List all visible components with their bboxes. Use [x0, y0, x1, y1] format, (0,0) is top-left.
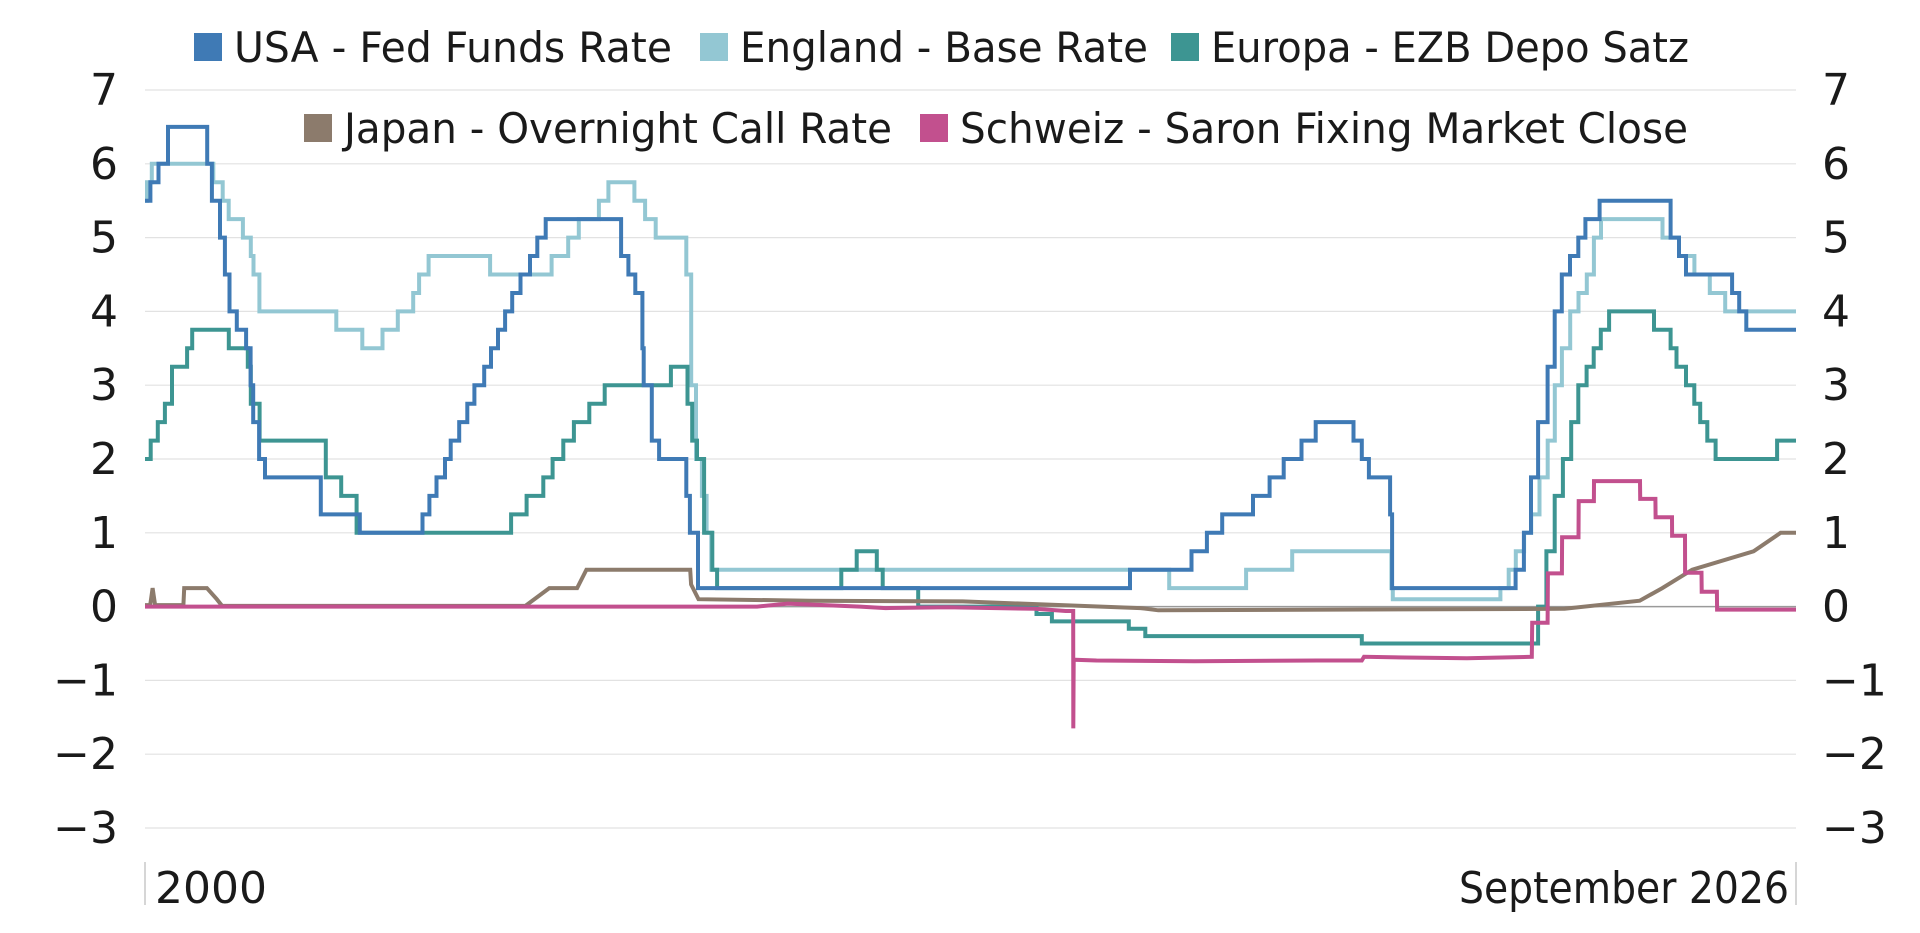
- y-tick-label-right: 0: [1822, 582, 1850, 633]
- x-axis-end-label: September 2026: [1459, 863, 1789, 914]
- y-axis-right: 7 6 5 4 3 2 1 0 −1 −2 −3: [1822, 65, 1887, 854]
- legend-swatch-schweiz: [920, 114, 948, 142]
- y-tick-label-left: −1: [53, 655, 118, 706]
- series-line-england: [145, 161, 1796, 602]
- y-tick-label-right: 2: [1822, 434, 1850, 485]
- legend-item-england[interactable]: England - Base Rate: [700, 23, 1148, 72]
- legend-item-japan[interactable]: Japan - Overnight Call Rate: [304, 104, 892, 153]
- legend-swatch-usa: [194, 33, 222, 61]
- x-axis-start-label: 2000: [155, 863, 267, 914]
- series-line-schweiz: [145, 479, 1796, 729]
- legend: USA - Fed Funds Rate England - Base Rate…: [194, 23, 1689, 153]
- legend-label-europa: Europa - EZB Depo Satz: [1211, 23, 1689, 72]
- y-tick-label-left: 6: [90, 139, 118, 190]
- y-tick-label-left: 7: [90, 65, 118, 116]
- y-tick-label-right: 4: [1822, 286, 1850, 337]
- legend-swatch-europa: [1171, 33, 1199, 61]
- legend-label-japan: Japan - Overnight Call Rate: [341, 104, 892, 153]
- series-line-japan: [145, 530, 1796, 613]
- y-tick-label-left: −2: [53, 729, 118, 780]
- y-tick-label-right: 1: [1822, 508, 1850, 559]
- y-tick-label-left: −3: [53, 803, 118, 854]
- legend-swatch-england: [700, 33, 728, 61]
- y-tick-label-left: 0: [90, 582, 118, 633]
- y-tick-label-right: −2: [1822, 729, 1887, 780]
- legend-label-usa: USA - Fed Funds Rate: [234, 23, 672, 72]
- y-tick-label-left: 5: [90, 213, 118, 264]
- y-tick-label-right: −3: [1822, 803, 1887, 854]
- x-axis: 2000 September 2026: [144, 862, 1797, 914]
- series-lines: [145, 124, 1796, 729]
- y-tick-label-right: 5: [1822, 213, 1850, 264]
- legend-label-schweiz: Schweiz - Saron Fixing Market Close: [960, 104, 1688, 153]
- y-tick-label-left: 3: [90, 360, 118, 411]
- y-tick-label-left: 2: [90, 434, 118, 485]
- y-tick-label-right: 6: [1822, 139, 1850, 190]
- legend-item-schweiz[interactable]: Schweiz - Saron Fixing Market Close: [920, 104, 1688, 153]
- y-tick-label-right: 3: [1822, 360, 1850, 411]
- y-tick-label-left: 1: [90, 508, 118, 559]
- y-tick-label-right: 7: [1822, 65, 1850, 116]
- legend-label-england: England - Base Rate: [740, 23, 1148, 72]
- series-line-europa: [145, 309, 1796, 646]
- legend-swatch-japan: [304, 114, 332, 142]
- y-tick-label-right: −1: [1822, 655, 1887, 706]
- y-tick-label-left: 4: [90, 286, 118, 337]
- legend-item-usa[interactable]: USA - Fed Funds Rate: [194, 23, 672, 72]
- y-axis-left: 7 6 5 4 3 2 1 0 −1 −2 −3: [53, 65, 118, 854]
- series-line-usa: [145, 124, 1796, 591]
- legend-item-europa[interactable]: Europa - EZB Depo Satz: [1171, 23, 1689, 72]
